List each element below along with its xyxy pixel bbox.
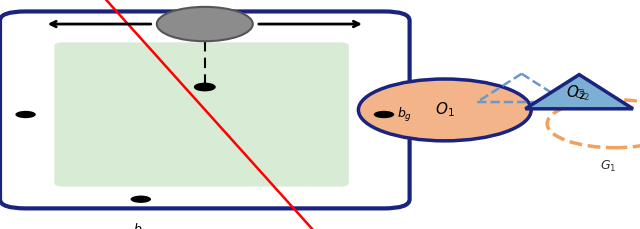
Circle shape [374, 111, 394, 118]
Text: $b_n$: $b_n$ [133, 222, 148, 229]
Circle shape [131, 196, 151, 203]
Text: $G_2$: $G_2$ [574, 88, 590, 103]
Text: $O_2$: $O_2$ [566, 83, 586, 102]
FancyBboxPatch shape [0, 11, 410, 208]
Circle shape [157, 7, 253, 41]
Text: $b_g$: $b_g$ [397, 106, 412, 123]
Text: $G_1$: $G_1$ [600, 159, 616, 174]
Circle shape [15, 111, 36, 118]
Polygon shape [525, 75, 633, 109]
FancyBboxPatch shape [54, 42, 349, 187]
Text: $O_1$: $O_1$ [435, 101, 454, 119]
Circle shape [195, 83, 215, 91]
Circle shape [358, 79, 531, 141]
